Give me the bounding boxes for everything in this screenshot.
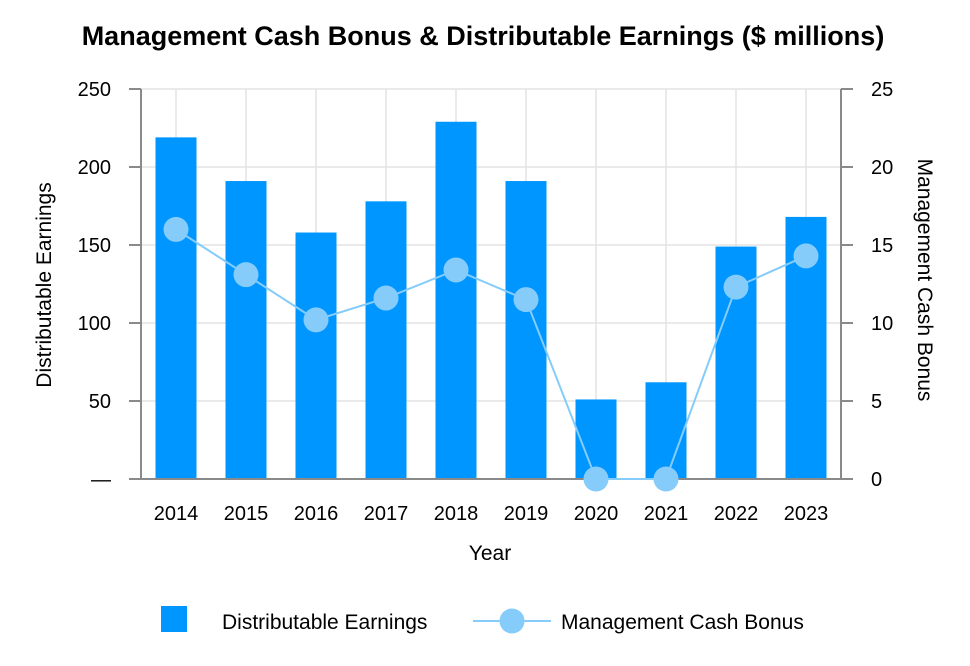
point-management-cash-bonus bbox=[653, 466, 679, 492]
point-management-cash-bonus bbox=[163, 216, 189, 242]
left-axis-label: Distributable Earnings bbox=[33, 182, 56, 387]
x-tick-label: 2016 bbox=[294, 503, 339, 525]
left-tick-label: 50 bbox=[89, 391, 111, 413]
right-tick-label: 0 bbox=[871, 469, 882, 491]
x-tick-label: 2014 bbox=[154, 503, 199, 525]
left-tick-label: 150 bbox=[78, 235, 111, 257]
point-management-cash-bonus bbox=[443, 257, 469, 283]
point-management-cash-bonus bbox=[373, 285, 399, 311]
left-tick-label: 200 bbox=[78, 157, 111, 179]
point-management-cash-bonus bbox=[723, 274, 749, 300]
right-tick-label: 25 bbox=[871, 79, 893, 101]
bar-series bbox=[155, 121, 827, 480]
legend-label-management-cash-bonus: Management Cash Bonus bbox=[561, 611, 804, 634]
x-tick-label: 2017 bbox=[364, 503, 409, 525]
bar-distributable-earnings bbox=[225, 181, 267, 480]
bar-distributable-earnings bbox=[575, 399, 617, 479]
point-management-cash-bonus bbox=[233, 262, 259, 288]
x-tick-label: 2020 bbox=[574, 503, 619, 525]
x-tick-label: 2018 bbox=[434, 503, 479, 525]
line-series bbox=[163, 216, 819, 492]
bar-distributable-earnings bbox=[295, 232, 337, 479]
point-management-cash-bonus bbox=[793, 243, 819, 269]
right-tick-label: 15 bbox=[871, 235, 893, 257]
x-tick-label: 2023 bbox=[784, 503, 829, 525]
bar-distributable-earnings bbox=[155, 137, 197, 480]
point-management-cash-bonus bbox=[583, 466, 609, 492]
left-tick-label: 250 bbox=[78, 79, 111, 101]
right-tick-label: 10 bbox=[871, 313, 893, 335]
x-tick-label: 2021 bbox=[644, 503, 689, 525]
point-management-cash-bonus bbox=[303, 307, 329, 333]
legend-marker-management-cash-bonus bbox=[499, 608, 525, 634]
bar-distributable-earnings bbox=[505, 181, 547, 480]
bar-distributable-earnings bbox=[435, 121, 477, 479]
bar-distributable-earnings bbox=[365, 201, 407, 479]
x-tick-label: 2022 bbox=[714, 503, 759, 525]
x-tick-label: 2019 bbox=[504, 503, 549, 525]
tick-labels: — 50 100 150 200 250 0 5 10 15 20 25 2014 2015 2016 201… bbox=[78, 79, 894, 525]
x-axis-label: Year bbox=[469, 542, 511, 565]
chart-title: Management Cash Bonus & Distributable Ea… bbox=[82, 21, 885, 51]
legend: Distributable Earnings Management Cash B… bbox=[161, 606, 804, 634]
right-axis-label: Management Cash Bonus bbox=[913, 159, 936, 402]
right-tick-label: 5 bbox=[871, 391, 882, 413]
legend-label-distributable-earnings: Distributable Earnings bbox=[222, 611, 427, 634]
left-tick-label: 100 bbox=[78, 313, 111, 335]
point-management-cash-bonus bbox=[513, 287, 539, 313]
left-tick-label: — bbox=[91, 469, 111, 491]
x-tick-label: 2015 bbox=[224, 503, 269, 525]
bar-distributable-earnings bbox=[645, 382, 687, 479]
axes bbox=[129, 88, 853, 480]
legend-swatch-distributable-earnings bbox=[161, 606, 187, 632]
line-management-cash-bonus bbox=[175, 228, 807, 480]
right-tick-label: 20 bbox=[871, 157, 893, 179]
